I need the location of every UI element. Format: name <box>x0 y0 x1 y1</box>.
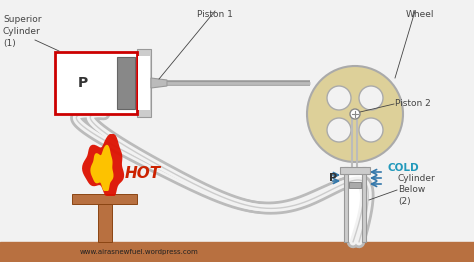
Bar <box>117 57 135 109</box>
Text: Piston 2: Piston 2 <box>395 100 431 108</box>
Text: HOT: HOT <box>125 166 161 182</box>
Circle shape <box>307 66 403 162</box>
Bar <box>73 194 137 204</box>
Circle shape <box>359 86 383 110</box>
Polygon shape <box>82 134 124 196</box>
Text: Piston 1: Piston 1 <box>197 10 233 19</box>
Text: COLD: COLD <box>388 163 419 173</box>
Bar <box>344 167 348 242</box>
Bar <box>340 167 370 174</box>
Bar <box>137 49 151 117</box>
Text: Cylinder
Below
(2): Cylinder Below (2) <box>398 174 436 206</box>
Circle shape <box>327 118 351 142</box>
Text: P: P <box>329 173 337 183</box>
Text: Wheel: Wheel <box>406 10 434 19</box>
Bar <box>349 182 361 188</box>
Bar <box>138 56 150 110</box>
Circle shape <box>327 86 351 110</box>
Bar <box>55 52 137 114</box>
Bar <box>362 167 366 242</box>
Text: P: P <box>78 76 88 90</box>
Circle shape <box>359 118 383 142</box>
Circle shape <box>350 109 360 119</box>
Bar <box>0 242 474 262</box>
Bar <box>98 204 112 242</box>
Polygon shape <box>151 78 167 88</box>
Text: Superior
Cylinder
(1): Superior Cylinder (1) <box>3 15 42 48</box>
Polygon shape <box>91 145 113 191</box>
Text: www.airasnewfuel.wordpress.com: www.airasnewfuel.wordpress.com <box>80 249 199 255</box>
Bar <box>348 167 362 242</box>
